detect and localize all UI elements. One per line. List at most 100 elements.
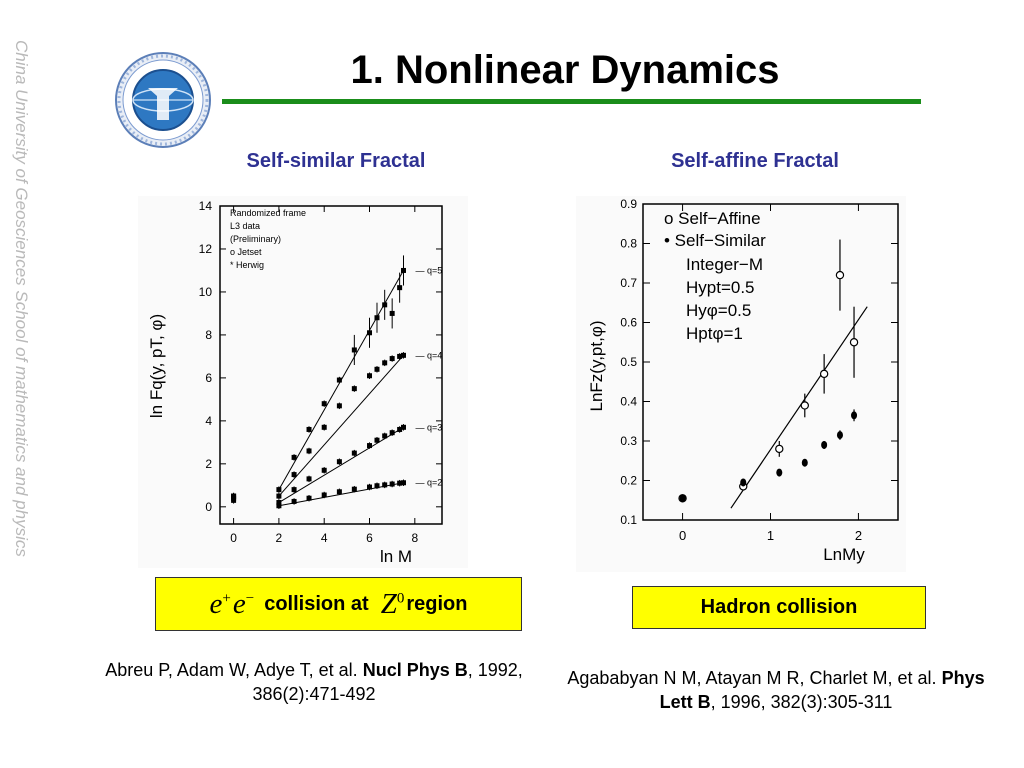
caption-region-text: region — [406, 592, 468, 615]
left-data-point — [382, 433, 388, 439]
left-data-point — [306, 476, 312, 482]
left-y-tick-label: 2 — [205, 457, 212, 471]
left-data-point — [306, 495, 312, 501]
right-fit-line — [730, 306, 868, 509]
left-legend-entry: * Herwig — [230, 260, 264, 270]
left-data-point — [336, 489, 342, 495]
left-legend-entry: Randomized frame — [230, 208, 306, 218]
left-data-point — [389, 356, 395, 362]
self-affine-fractal-chart: 0 1 2 0.1 0.2 0.3 0.4 0.5 0.6 0.7 0.8 0.9 o Self−Af… — [576, 196, 906, 572]
left-y-tick-label: 4 — [205, 414, 212, 428]
right-legend-entry: o Self−Affine — [664, 209, 761, 228]
left-data-point — [374, 437, 380, 443]
left-data-point — [367, 373, 373, 379]
left-data-point — [367, 484, 373, 490]
left-data-point — [351, 486, 357, 492]
right-x-tick-label: 0 — [679, 528, 686, 543]
left-data-point — [400, 352, 406, 358]
left-q-label: — q=2 — [415, 478, 442, 488]
left-x-tick-label: 8 — [411, 531, 418, 545]
left-data-point — [276, 500, 282, 506]
title-underline — [222, 99, 921, 104]
left-data-point — [389, 310, 395, 316]
left-y-tick-label: 12 — [199, 242, 213, 256]
university-logo — [113, 50, 213, 150]
left-data-point — [382, 482, 388, 488]
left-data-point — [231, 493, 237, 499]
left-data-point — [336, 403, 342, 409]
right-ref-authors: Agababyan N M, Atayan M R, Charlet M, et… — [567, 668, 937, 688]
sidebar-text-label: China University of Geosciences School o… — [12, 40, 31, 557]
left-y-tick-label: 10 — [199, 285, 213, 299]
left-data-point — [397, 426, 403, 432]
left-legend-entry: o Jetset — [230, 247, 262, 257]
right-y-tick-label: 0.6 — [620, 316, 637, 330]
left-data-point — [291, 454, 297, 460]
left-data-point — [374, 366, 380, 372]
left-data-point — [276, 493, 282, 499]
right-x-tick-label: 1 — [767, 528, 774, 543]
right-y-tick-label: 0.2 — [620, 474, 637, 488]
left-data-point — [351, 386, 357, 392]
left-y-tick-label: 8 — [205, 328, 212, 342]
left-data-point — [336, 377, 342, 383]
ee-collision-caption: e+ e− collision at Z0 region — [155, 577, 522, 631]
left-data-point — [389, 481, 395, 487]
left-data-point — [306, 426, 312, 432]
left-data-point — [400, 267, 406, 273]
left-y-tick-label: 14 — [199, 199, 213, 213]
right-y-axis-label: LnFz(y,pt,φ) — [587, 320, 606, 411]
right-filled-point — [801, 458, 808, 467]
right-filled-point — [679, 494, 686, 503]
left-data-point — [397, 480, 403, 486]
self-similar-fractal-chart: 0 2 4 6 8 0 2 4 6 8 10 12 14 Randomized frame L3 data… — [138, 196, 468, 568]
left-x-tick-label: 2 — [276, 531, 283, 545]
left-data-point — [321, 467, 327, 473]
right-open-point — [819, 369, 829, 379]
right-filled-point — [836, 431, 843, 440]
right-filled-point — [821, 440, 828, 449]
left-ref-details: , 1992, 386(2):471-492 — [252, 660, 523, 704]
left-q-label: — q=4 — [415, 350, 442, 360]
left-data-point — [291, 498, 297, 504]
left-data-point — [374, 315, 380, 321]
right-y-tick-label: 0.4 — [620, 395, 637, 409]
left-data-point — [306, 448, 312, 454]
right-y-tick-label: 0.5 — [620, 355, 637, 369]
left-data-point — [276, 487, 282, 493]
z-boson-symbol: Z0 — [380, 587, 405, 620]
left-legend-entry: L3 data — [230, 221, 260, 231]
right-y-tick-label: 0.9 — [620, 197, 637, 211]
left-data-point — [397, 285, 403, 291]
right-filled-point — [851, 411, 858, 420]
left-ref-journal: Nucl Phys B — [362, 660, 468, 680]
left-data-point — [400, 480, 406, 486]
left-q-label: — q=5 — [415, 265, 442, 275]
right-annotation: Hptφ=1 — [686, 324, 743, 343]
left-fit-line-q4 — [278, 354, 404, 497]
left-data-point — [382, 302, 388, 308]
left-x-tick-label: 0 — [230, 531, 237, 545]
left-data-point — [397, 353, 403, 359]
left-data-point — [351, 450, 357, 456]
left-fit-line-q3 — [278, 426, 404, 503]
page-title: 1. Nonlinear Dynamics — [350, 48, 780, 92]
right-subtitle: Self-affine Fractal — [671, 150, 839, 172]
right-filled-point — [776, 468, 783, 477]
left-y-axis-label: ln Fq(y, pT, φ) — [147, 314, 166, 418]
left-data-point — [291, 487, 297, 493]
left-data-point — [367, 330, 373, 336]
right-ref-details: , 1996, 382(3):305-311 — [710, 692, 893, 712]
university-seal-icon — [115, 52, 211, 148]
right-filled-point — [740, 478, 747, 487]
hadron-collision-caption: Hadron collision — [632, 586, 926, 629]
left-plot-frame — [219, 205, 443, 525]
sidebar-vertical-text: China University of Geosciences School o… — [10, 40, 34, 720]
right-y-tick-label: 0.3 — [620, 434, 637, 448]
right-x-axis-label: LnMy — [823, 545, 865, 564]
right-open-point — [800, 401, 809, 410]
right-y-tick-label: 0.8 — [620, 237, 637, 251]
left-data-point — [382, 360, 388, 366]
left-y-tick-label: 0 — [205, 500, 212, 514]
right-legend-entry: • Self−Similar — [664, 231, 766, 250]
